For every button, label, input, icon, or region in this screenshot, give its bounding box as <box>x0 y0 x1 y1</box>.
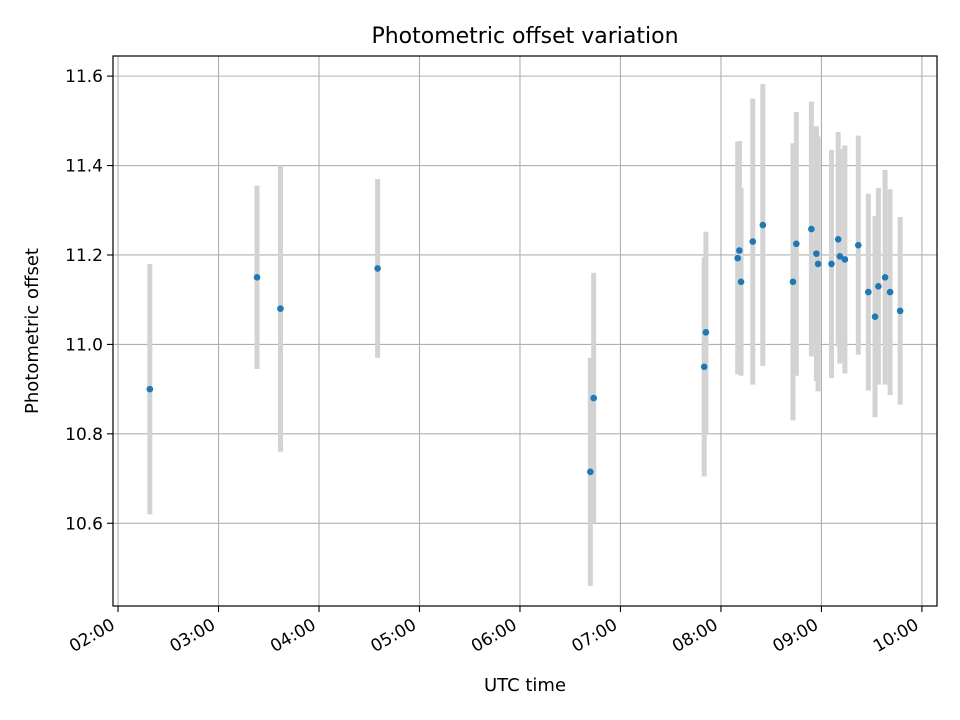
data-point <box>374 265 381 272</box>
y-tick-label: 10.8 <box>65 425 103 445</box>
data-point <box>590 394 597 402</box>
data-point <box>587 468 594 476</box>
grid <box>113 56 937 606</box>
plot-frame <box>112 55 938 607</box>
data-point <box>865 288 872 296</box>
data-point <box>700 363 708 371</box>
data-point <box>871 313 879 320</box>
data-point <box>886 288 894 296</box>
x-axis-label: UTC time <box>484 675 566 696</box>
data-point <box>834 236 842 243</box>
data-point <box>734 254 741 262</box>
data-point <box>736 247 743 254</box>
data-point <box>737 278 745 286</box>
y-tick-label: 11.2 <box>65 246 103 266</box>
data-point <box>253 274 261 281</box>
y-tick-label: 11.6 <box>65 67 103 87</box>
data-point <box>841 256 849 263</box>
data-point <box>759 221 767 229</box>
data-point <box>808 225 815 233</box>
data-point <box>828 260 835 268</box>
data-point <box>813 250 820 257</box>
data-point <box>749 238 757 245</box>
y-tick-label: 11.4 <box>65 157 103 177</box>
y-axis: 10.6 10.8 11.0 11.2 11.4 11.6 <box>65 67 113 534</box>
data-point <box>875 282 882 290</box>
data-point <box>789 278 797 286</box>
y-tick-label: 10.6 <box>65 514 103 534</box>
data-point <box>277 305 284 312</box>
data-point <box>881 274 889 281</box>
data-point <box>793 240 800 248</box>
data-point <box>814 260 822 268</box>
data-point <box>896 307 904 315</box>
data-point <box>836 253 844 260</box>
y-axis-label: Photometric offset <box>22 248 43 414</box>
data-point <box>854 241 862 249</box>
data-point <box>146 385 154 393</box>
chart-title: Photometric offset variation <box>371 24 678 49</box>
data-point <box>702 329 710 336</box>
data-points <box>146 221 904 476</box>
y-tick-label: 11.0 <box>65 335 103 355</box>
